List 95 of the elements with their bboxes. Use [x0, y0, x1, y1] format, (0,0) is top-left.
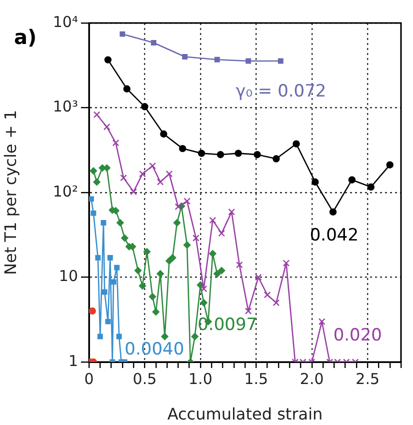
point [244, 308, 252, 314]
point [182, 54, 188, 60]
point [191, 332, 198, 340]
point [149, 162, 156, 170]
point [130, 188, 137, 196]
point [89, 196, 94, 202]
point [152, 308, 160, 316]
point [254, 151, 261, 158]
point [89, 307, 96, 315]
point [278, 58, 284, 64]
point [120, 174, 127, 182]
point [184, 198, 190, 205]
point [148, 293, 156, 300]
point [348, 176, 356, 184]
x-axis-title: Accumulated strain [167, 404, 323, 424]
point [329, 208, 337, 216]
point [116, 334, 122, 340]
point [246, 58, 252, 64]
point [272, 299, 280, 306]
point [107, 255, 113, 260]
point [282, 260, 290, 266]
point [160, 130, 168, 138]
point [198, 150, 206, 157]
x-tick-label: 0 [84, 370, 94, 388]
point [179, 144, 186, 152]
point [228, 208, 236, 216]
point [168, 254, 176, 262]
point [386, 161, 394, 168]
point [103, 123, 110, 130]
point [183, 241, 191, 249]
point [156, 270, 164, 278]
x-tick-label: 1.5 [244, 370, 268, 388]
point [234, 150, 242, 157]
point [141, 103, 148, 110]
y-tick-label: 10³ [52, 98, 78, 116]
point [112, 139, 120, 146]
y-tick-label: 10² [52, 182, 78, 200]
annotation: 0.0040 [124, 339, 184, 360]
point [156, 178, 164, 186]
point [367, 183, 375, 191]
annotation: 0.020 [333, 325, 382, 346]
y-tick-label: 10 [58, 267, 78, 286]
point [209, 216, 216, 224]
point [114, 264, 120, 270]
point [214, 56, 220, 62]
annotation: γ₀ = 0.072 [236, 81, 326, 102]
point [192, 234, 200, 242]
point [161, 332, 168, 340]
point [272, 155, 280, 162]
point [218, 230, 226, 237]
point [138, 282, 146, 290]
point [120, 31, 126, 37]
point [292, 140, 300, 148]
point [90, 167, 98, 174]
point [312, 178, 319, 186]
point [93, 178, 100, 186]
annotation: 0.042 [310, 225, 359, 246]
point [123, 85, 130, 92]
point [116, 219, 124, 226]
point [318, 318, 326, 325]
point [90, 210, 96, 216]
point [105, 318, 111, 324]
point [100, 220, 106, 226]
point [264, 291, 271, 298]
point [150, 40, 156, 46]
point [200, 285, 208, 292]
point [254, 274, 262, 281]
point [134, 266, 142, 274]
point [209, 250, 216, 258]
point [110, 279, 116, 285]
point [166, 170, 173, 178]
y-axis-title: Net T1 per cycle + 1 [0, 110, 20, 275]
x-tick-label: 2.0 [300, 370, 324, 388]
chart-title: a) [14, 25, 37, 50]
point [173, 219, 181, 226]
point [104, 56, 112, 64]
point [214, 270, 221, 278]
x-tick-label: 1.0 [188, 370, 212, 388]
y-tick-label: 1 [68, 352, 78, 370]
x-tick-label: 0.5 [132, 370, 157, 388]
annotation: 0.0097 [198, 314, 258, 335]
point [95, 255, 101, 260]
point [218, 266, 226, 274]
point [174, 203, 182, 210]
point [236, 261, 243, 268]
y-tick-label: 10⁴ [52, 12, 78, 31]
point [143, 248, 151, 256]
point [200, 299, 208, 306]
point [216, 151, 224, 158]
point [121, 234, 128, 242]
point [102, 289, 108, 295]
point [93, 111, 100, 118]
point [97, 334, 103, 340]
point [139, 170, 146, 178]
x-tick-label: 2.5 [356, 370, 380, 388]
